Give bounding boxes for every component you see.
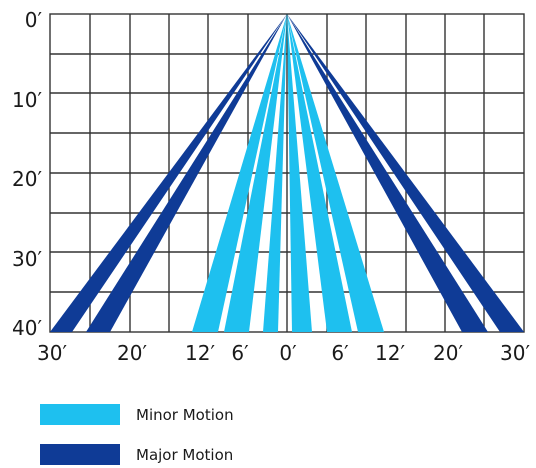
minor-motion-zones bbox=[192, 14, 384, 332]
x-tick-label: 6′ bbox=[231, 341, 249, 365]
major-motion-zones bbox=[50, 14, 524, 332]
major-zone-beam bbox=[287, 14, 488, 332]
legend-swatch-major bbox=[40, 444, 120, 465]
major-zone-beam bbox=[86, 14, 287, 332]
x-tick-label: 6′ bbox=[331, 341, 349, 365]
x-tick-label: 12′ bbox=[185, 341, 215, 365]
y-tick-label: 20′ bbox=[12, 167, 42, 191]
minor-zone-beam bbox=[287, 14, 312, 332]
legend-label-major: Major Motion bbox=[136, 446, 233, 464]
x-tick-label: 20′ bbox=[433, 341, 463, 365]
y-tick-label: 0′ bbox=[25, 8, 43, 32]
minor-zone-beam bbox=[263, 14, 287, 332]
minor-zone-beam bbox=[192, 14, 287, 332]
y-tick-label: 40′ bbox=[12, 316, 42, 340]
x-tick-label: 30′ bbox=[37, 341, 67, 365]
x-tick-label: 20′ bbox=[117, 341, 147, 365]
x-axis-labels: 30′ 20′ 12′ 6′ 0′ 6′ 12′ 20′ 30′ bbox=[37, 341, 530, 365]
legend-swatch-minor bbox=[40, 404, 120, 425]
x-tick-label: 12′ bbox=[375, 341, 405, 365]
x-tick-label: 0′ bbox=[279, 341, 297, 365]
legend-label-minor: Minor Motion bbox=[136, 406, 234, 424]
minor-zone-beam bbox=[287, 14, 384, 332]
major-zone-beam bbox=[287, 14, 524, 332]
y-tick-label: 10′ bbox=[12, 88, 42, 112]
minor-zone-beam bbox=[287, 14, 352, 332]
minor-zone-beam bbox=[224, 14, 287, 332]
y-tick-label: 30′ bbox=[12, 247, 42, 271]
major-zone-beam bbox=[50, 14, 287, 332]
legend: Minor Motion Major Motion bbox=[40, 404, 234, 465]
y-axis-labels: 0′ 10′ 20′ 30′ 40′ bbox=[12, 8, 42, 340]
x-tick-label: 30′ bbox=[500, 341, 530, 365]
